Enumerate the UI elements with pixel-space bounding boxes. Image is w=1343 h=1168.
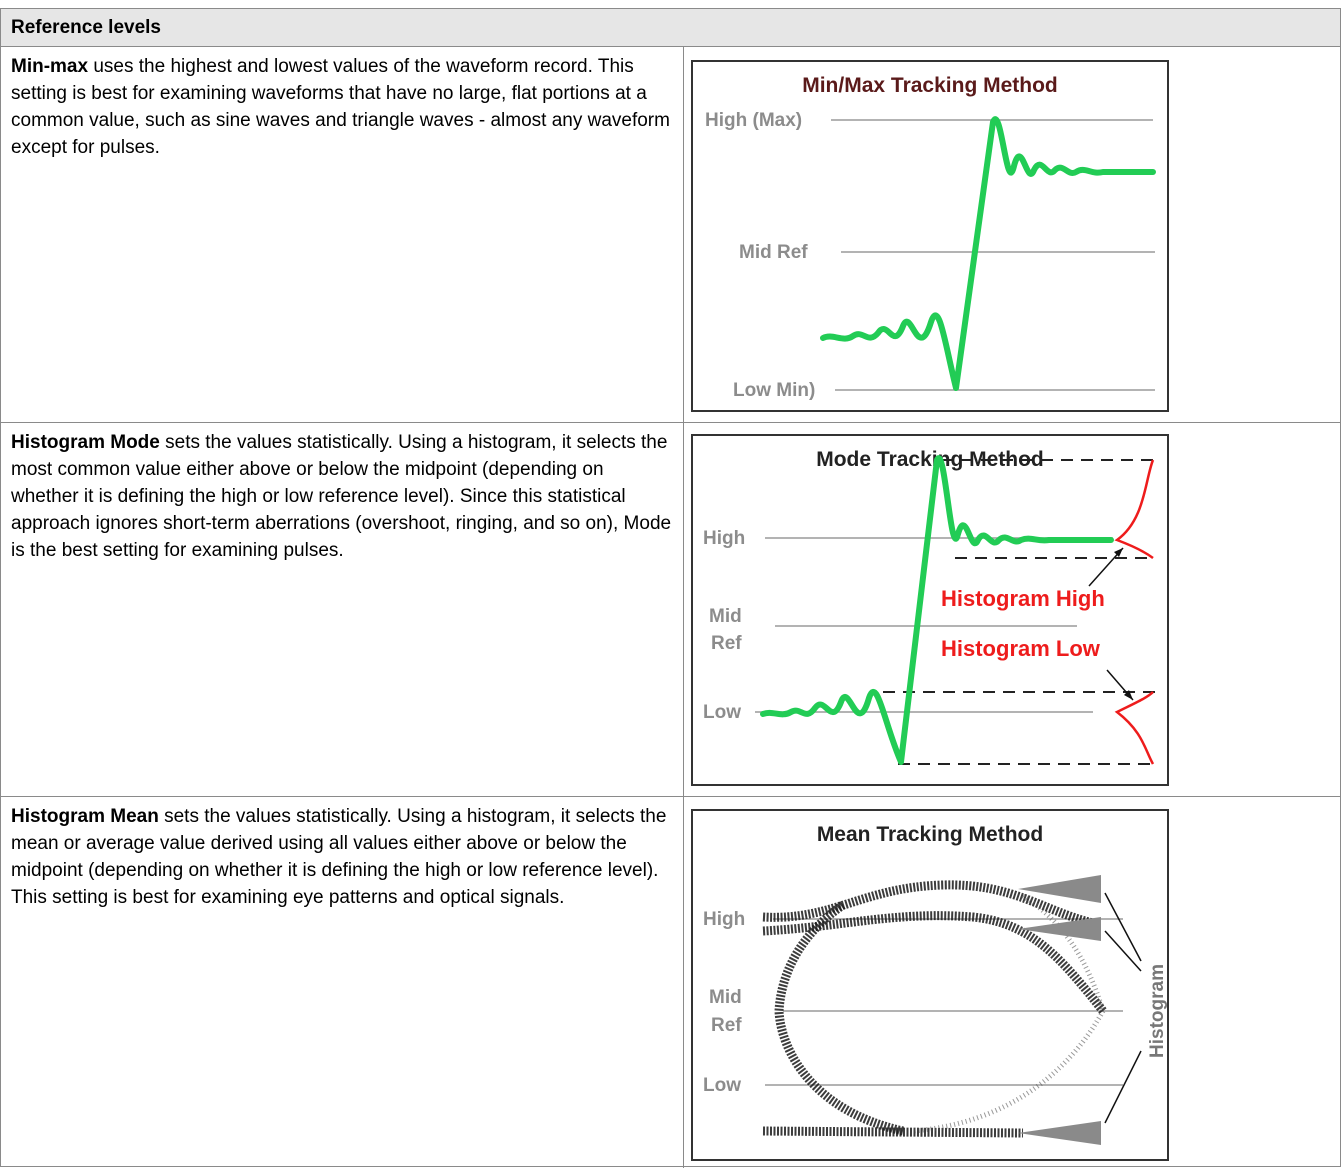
figure-cell: Mode Tracking Method High Mid Ref Low Hi (684, 423, 1340, 796)
arrowhead (1114, 548, 1123, 557)
figure-cell: Min/Max Tracking Method High (Max) Mid R… (684, 47, 1340, 422)
histogram-label: Histogram High (941, 586, 1105, 611)
level-label: High (Max) (705, 110, 802, 131)
table-row: Min-max uses the highest and lowest valu… (1, 47, 1340, 423)
reference-table: Reference levels Min-max uses the highes… (0, 8, 1341, 1168)
arrowhead (1124, 690, 1133, 700)
description-cell: Histogram Mean sets the values statistic… (1, 797, 684, 1168)
eye-trace (912, 1009, 1106, 1134)
table-header: Reference levels (1, 9, 1340, 47)
eye-trace (774, 901, 904, 1136)
histogram-label: Histogram Low (941, 636, 1101, 661)
histogram (1114, 459, 1155, 560)
description: sets the values statistically. Using a h… (11, 432, 672, 561)
figure-title: Mode Tracking Method (816, 448, 1044, 471)
figure-svg: Mean Tracking Method High Mid Ref Low (703, 823, 1167, 1145)
arrow (1104, 930, 1142, 972)
figure-title: Mean Tracking Method (817, 823, 1043, 846)
histogram (1018, 1121, 1101, 1145)
level-label: Mid Ref (739, 242, 808, 263)
level-label: Ref (711, 1015, 742, 1036)
figure-svg: Min/Max Tracking Method High (Max) Mid R… (705, 74, 1156, 401)
term: Histogram Mode (11, 432, 160, 453)
term: Histogram Mean (11, 806, 159, 827)
eye-trace (1021, 893, 1106, 1012)
table-row: Histogram Mode sets the values statistic… (1, 423, 1340, 797)
description: uses the highest and lowest values of th… (11, 56, 670, 158)
table-row: Histogram Mean sets the values statistic… (1, 797, 1340, 1168)
level-label: Mid (709, 987, 742, 1008)
histogram (1114, 691, 1155, 765)
arrow (1104, 892, 1142, 962)
figure: Mean Tracking Method High Mid Ref Low (691, 809, 1169, 1161)
arrow (1104, 1050, 1142, 1124)
level-label: High (703, 909, 745, 930)
eye-trace (762, 1126, 1024, 1138)
eye-trace (762, 911, 1107, 1014)
histogram-label: Histogram (1147, 964, 1167, 1058)
level-label: Low (703, 702, 741, 723)
level-label: Ref (711, 633, 742, 654)
waveform (820, 116, 1156, 391)
waveform (760, 455, 1114, 765)
figure: Min/Max Tracking Method High (Max) Mid R… (691, 60, 1169, 412)
level-label: Low Min) (733, 380, 815, 401)
level-label: Mid (709, 606, 742, 627)
figure-cell: Mean Tracking Method High Mid Ref Low (684, 797, 1340, 1168)
figure-svg: Mode Tracking Method High Mid Ref Low Hi (703, 448, 1155, 765)
figure: Mode Tracking Method High Mid Ref Low Hi (691, 434, 1169, 786)
eye-trace (762, 880, 1095, 928)
description: sets the values statistically. Using a h… (11, 806, 667, 908)
level-label: High (703, 528, 745, 549)
histogram (1018, 875, 1101, 903)
figure-title: Min/Max Tracking Method (802, 74, 1058, 97)
histogram (1018, 917, 1101, 941)
description-cell: Min-max uses the highest and lowest valu… (1, 47, 684, 422)
term: Min-max (11, 56, 89, 77)
level-label: Low (703, 1075, 741, 1096)
description-cell: Histogram Mode sets the values statistic… (1, 423, 684, 796)
